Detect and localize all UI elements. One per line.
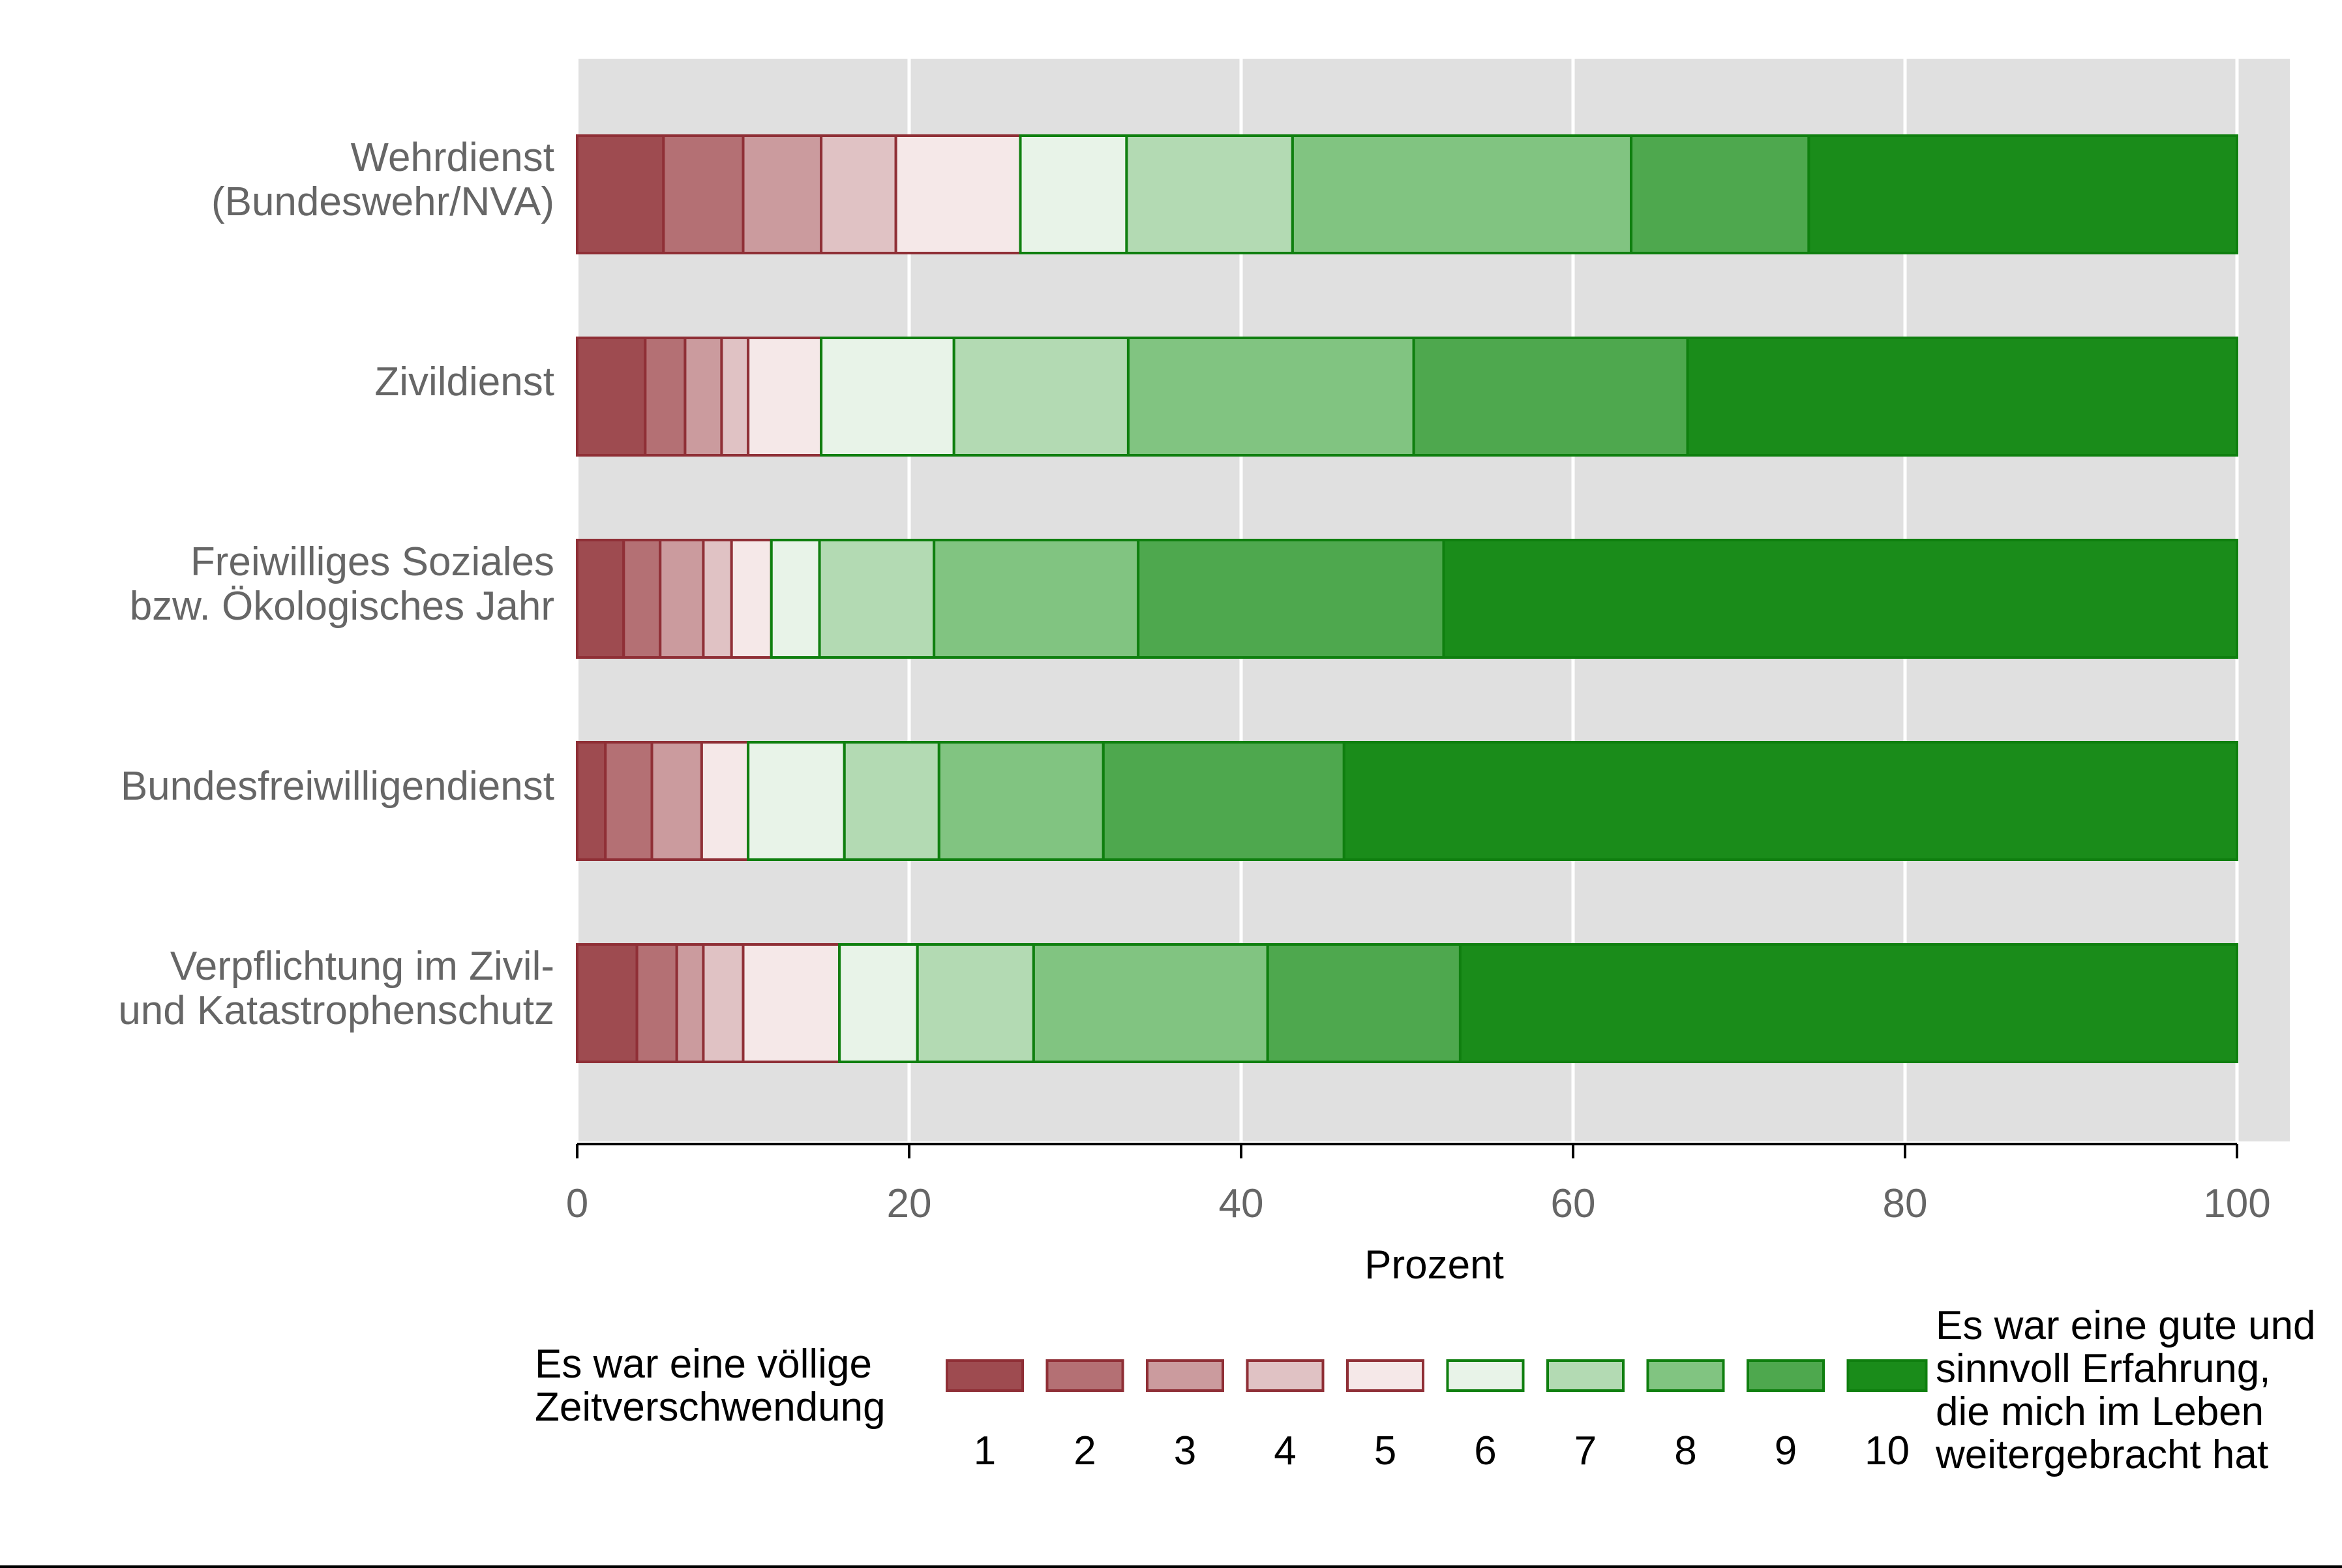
- category-label: bzw. Ökologisches Jahr: [130, 584, 554, 629]
- bar-segment: [702, 943, 745, 1063]
- bar-segment: [635, 943, 678, 1063]
- legend-key-label: 8: [1674, 1428, 1696, 1473]
- bar-segment: [650, 741, 703, 861]
- bar-segment: [1342, 741, 2238, 861]
- bar-segment: [720, 337, 750, 457]
- bar-segment: [644, 337, 687, 457]
- legend-key: [1446, 1359, 1525, 1392]
- category-label: und Katastrophenschutz: [118, 988, 554, 1033]
- legend-key-label: 1: [974, 1428, 996, 1473]
- bar-segment: [1807, 134, 2238, 254]
- legend-key: [1146, 1359, 1224, 1392]
- bar-segment: [1019, 134, 1128, 254]
- legend-key: [1747, 1359, 1825, 1392]
- bar-segment: [742, 134, 823, 254]
- category-label: Verpflichtung im Zivil-: [170, 944, 554, 989]
- x-tick-label: 80: [1883, 1181, 1928, 1226]
- bar-segment: [1442, 539, 2238, 659]
- bar-segment: [659, 539, 705, 659]
- legend-right-text: sinnvoll Erfahrung,: [1936, 1346, 2271, 1391]
- legend-left-text: Zeitverschwendung: [535, 1385, 886, 1430]
- bar-segment: [622, 539, 662, 659]
- bar-segment: [742, 943, 841, 1063]
- bar-segment: [747, 741, 846, 861]
- legend-key: [1346, 1359, 1424, 1392]
- bar-segment: [1137, 539, 1445, 659]
- bar-segment: [1291, 134, 1633, 254]
- category-label: (Bundeswehr/NVA): [211, 179, 554, 224]
- bar-segment: [937, 741, 1105, 861]
- legend-key-label: 2: [1073, 1428, 1096, 1473]
- bar-segment: [747, 337, 823, 457]
- x-axis-title: Prozent: [1364, 1243, 1504, 1288]
- bar-segment: [1102, 741, 1345, 861]
- bar-segment: [1630, 134, 1810, 254]
- legend-key-label: 3: [1174, 1428, 1196, 1473]
- legend-key: [946, 1359, 1024, 1392]
- x-tick-label: 20: [887, 1181, 932, 1226]
- legend-key: [1045, 1359, 1124, 1392]
- legend-left-text: Es war eine völlige: [535, 1342, 872, 1387]
- bar-segment: [820, 337, 955, 457]
- x-tick-label: 0: [566, 1181, 588, 1226]
- legend-key-label: 9: [1775, 1428, 1797, 1473]
- bar-segment: [838, 943, 919, 1063]
- legend-key-label: 4: [1274, 1428, 1296, 1473]
- bar-segment: [894, 134, 1022, 254]
- category-label: Freiwilliges Soziales: [190, 539, 554, 584]
- legend-key-label: 7: [1574, 1428, 1597, 1473]
- bar-segment: [683, 337, 723, 457]
- category-label: Bundesfreiwilligendienst: [121, 764, 554, 809]
- bar-segment: [1458, 943, 2238, 1063]
- bar-segment: [1686, 337, 2238, 457]
- bar-segment: [576, 337, 647, 457]
- legend-right-text: die mich im Leben: [1936, 1389, 2264, 1434]
- x-axis: 0 20 40 60 80 100: [566, 1143, 2271, 1226]
- legend-key: [1246, 1359, 1325, 1392]
- bar-segment: [730, 539, 773, 659]
- legend-key: [1846, 1359, 1928, 1392]
- x-tick-label: 100: [2203, 1181, 2270, 1226]
- legend-key: [1646, 1359, 1725, 1392]
- legend-key-label: 6: [1474, 1428, 1496, 1473]
- bar-segment: [933, 539, 1140, 659]
- legend-right-text: weitergebracht hat: [1935, 1432, 2268, 1477]
- bar-segment: [576, 539, 625, 659]
- category-label: Zivildienst: [374, 359, 554, 404]
- bar-segment: [576, 943, 638, 1063]
- legend-right-text: Es war eine gute und: [1936, 1303, 2316, 1348]
- bar-segment: [1032, 943, 1269, 1063]
- bar-segment: [818, 539, 936, 659]
- bar-segment: [1125, 134, 1294, 254]
- bar-segment: [1126, 337, 1415, 457]
- category-label: Wehrdienst: [351, 135, 554, 180]
- bar-segment: [1412, 337, 1689, 457]
- legend-key-label: 10: [1865, 1428, 1910, 1473]
- bar-segment: [700, 741, 750, 861]
- bar-segment: [702, 539, 733, 659]
- bar-segment: [770, 539, 821, 659]
- legend-key: [1546, 1359, 1625, 1392]
- bar-segment: [843, 741, 940, 861]
- bars: [576, 134, 2238, 1063]
- bar-segment: [916, 943, 1035, 1063]
- bar-segment: [604, 741, 653, 861]
- bar-segment: [576, 741, 607, 861]
- bar-segment: [1266, 943, 1462, 1063]
- bar-segment: [675, 943, 705, 1063]
- x-tick-label: 40: [1219, 1181, 1264, 1226]
- x-tick-label: 60: [1551, 1181, 1596, 1226]
- bar-segment: [820, 134, 897, 254]
- legend-key-label: 5: [1374, 1428, 1396, 1473]
- bar-segment: [952, 337, 1130, 457]
- bar-segment: [662, 134, 745, 254]
- bar-segment: [576, 134, 665, 254]
- category-labels: Wehrdienst(Bundeswehr/NVA) Zivildienst Fre…: [118, 135, 554, 1033]
